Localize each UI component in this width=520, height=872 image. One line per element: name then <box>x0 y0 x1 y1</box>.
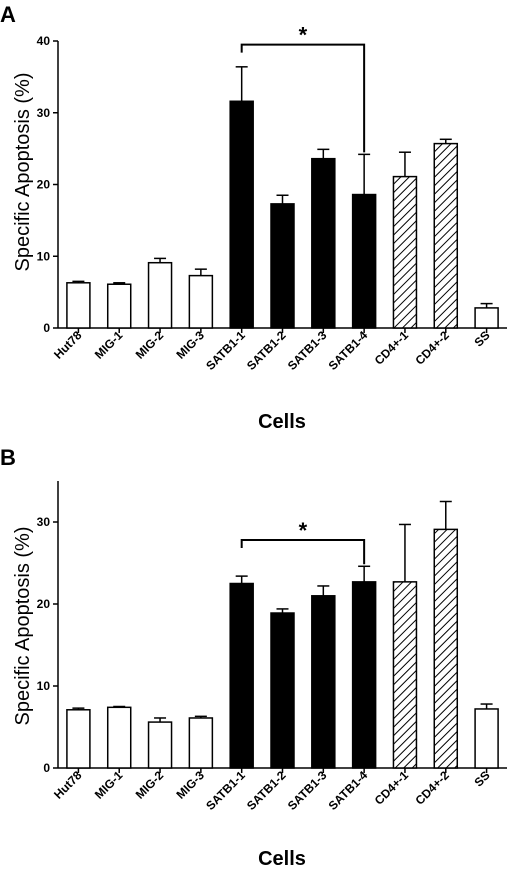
category-label: CD4+-2 <box>413 328 453 368</box>
bar-satb1-1 <box>229 582 254 769</box>
category-label: SATB1-4 <box>326 768 371 813</box>
category-label: CD4+-1 <box>372 768 412 808</box>
bar-satb1-2 <box>270 203 295 329</box>
y-tick-label: 20 <box>37 178 51 192</box>
y-tick-label: 0 <box>43 761 50 775</box>
bar-satb1-3 <box>311 595 336 769</box>
category-label: SATB1-4 <box>326 328 371 373</box>
bar-ss <box>474 708 499 769</box>
category-label: SATB1-3 <box>285 328 330 373</box>
category-label: Hut78 <box>51 768 85 802</box>
panel-label-b: B <box>0 445 16 470</box>
category-label: SATB1-1 <box>203 328 248 373</box>
y-axis-title-b: Specific Apoptosis (%) <box>12 527 34 726</box>
panel-a: A Specific Apoptosis (%) Cells 0 10 20 30 40… <box>0 2 507 433</box>
significance-star: * <box>299 23 308 48</box>
bar-cd4-2 <box>433 142 459 329</box>
panel-b: B Specific Apoptosis (%) Cells 0 10 20 30 Hu… <box>0 445 507 870</box>
category-label: MIG-3 <box>174 768 208 802</box>
y-tick-label: 0 <box>43 321 50 335</box>
bar-cd4-2 <box>433 528 459 769</box>
bar-mig-3 <box>188 717 214 769</box>
category-label: CD4+-1 <box>372 328 412 368</box>
bar-mig-1 <box>106 283 132 329</box>
category-label: MIG-3 <box>174 328 208 362</box>
significance-star: * <box>299 518 308 543</box>
bar-satb1-4 <box>351 581 377 769</box>
category-label: SATB1-3 <box>285 768 330 813</box>
y-tick-label: 40 <box>37 34 51 48</box>
bar-cd4-1 <box>392 581 418 769</box>
y-tick-label: 20 <box>37 597 51 611</box>
y-tick-label: 30 <box>37 106 51 120</box>
category-label: MIG-1 <box>92 768 126 802</box>
significance-bracket <box>240 539 366 565</box>
bar-cd4-1 <box>392 175 418 329</box>
bar-satb1-1 <box>229 100 254 329</box>
bar-ss <box>474 307 499 329</box>
bar-satb1-3 <box>311 157 336 329</box>
significance-bracket <box>240 43 366 153</box>
bar-satb1-2 <box>270 612 295 769</box>
category-label: SATB1-1 <box>203 768 248 813</box>
bar-satb1-4 <box>351 193 377 329</box>
category-label: SATB1-2 <box>244 768 289 813</box>
category-label: SATB1-2 <box>244 328 289 373</box>
bar-hut78 <box>66 282 91 329</box>
y-tick-label: 10 <box>37 249 51 263</box>
bar-hut78 <box>66 709 91 769</box>
y-axis-title-a: Specific Apoptosis (%) <box>12 73 34 272</box>
category-label: MIG-1 <box>92 328 126 362</box>
x-axis-title-b: Cells <box>258 848 306 870</box>
category-label: Hut78 <box>51 328 85 362</box>
panel-label-a: A <box>0 2 16 27</box>
bar-mig-2 <box>147 721 173 769</box>
y-tick-label: 30 <box>37 515 51 529</box>
category-label: SS <box>471 768 492 789</box>
category-label: SS <box>471 328 492 349</box>
category-label: MIG-2 <box>133 768 167 802</box>
bar-mig-3 <box>188 274 214 329</box>
bar-mig-1 <box>106 706 132 769</box>
category-label: CD4+-2 <box>413 768 453 808</box>
x-axis-title-a: Cells <box>258 411 306 433</box>
y-tick-label: 10 <box>37 679 51 693</box>
bar-mig-2 <box>147 261 173 329</box>
category-label: MIG-2 <box>133 328 167 362</box>
